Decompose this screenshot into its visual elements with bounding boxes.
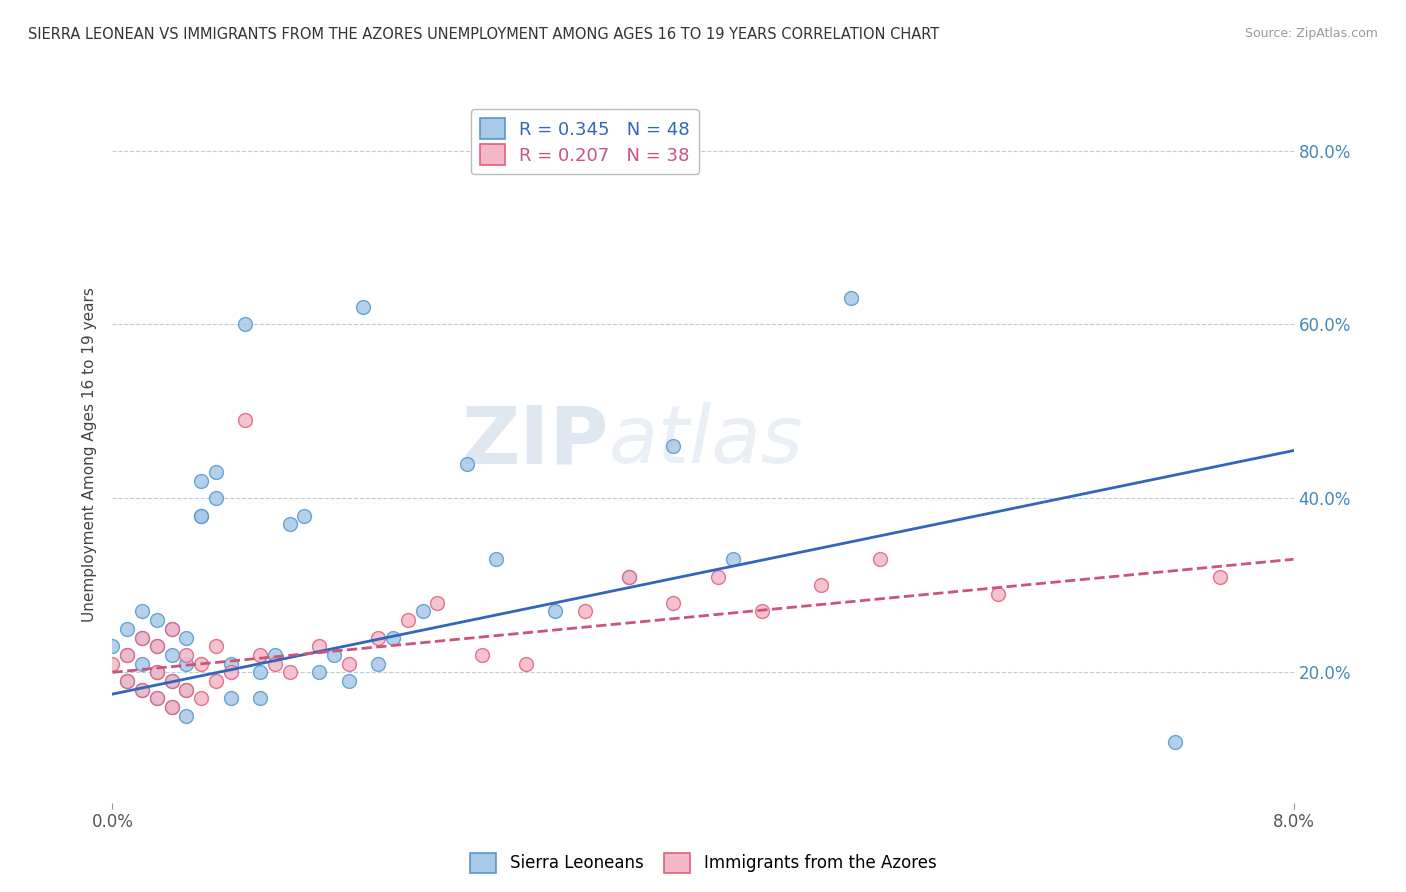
Point [869, 552, 891, 566]
Point [205, 674, 228, 689]
Point [131, 682, 153, 697]
Point [426, 596, 449, 610]
Point [205, 491, 228, 506]
Point [160, 674, 183, 689]
Point [264, 657, 287, 671]
Point [117, 648, 138, 662]
Point [160, 700, 183, 714]
Point [146, 613, 169, 627]
Point [619, 570, 641, 584]
Point [544, 605, 567, 619]
Point [131, 605, 153, 619]
Point [292, 508, 315, 523]
Point [839, 291, 862, 305]
Point [249, 665, 271, 680]
Legend: R = 0.345   N = 48, R = 0.207   N = 38: R = 0.345 N = 48, R = 0.207 N = 38 [471, 109, 699, 174]
Point [412, 605, 434, 619]
Point [367, 657, 389, 671]
Point [323, 648, 346, 662]
Point [987, 587, 1010, 601]
Point [146, 665, 169, 680]
Point [574, 605, 596, 619]
Point [205, 466, 228, 480]
Point [205, 639, 228, 653]
Point [751, 605, 773, 619]
Point [160, 622, 183, 636]
Point [278, 665, 301, 680]
Text: Source: ZipAtlas.com: Source: ZipAtlas.com [1244, 27, 1378, 40]
Point [146, 639, 169, 653]
Point [160, 700, 183, 714]
Point [160, 622, 183, 636]
Text: SIERRA LEONEAN VS IMMIGRANTS FROM THE AZORES UNEMPLOYMENT AMONG AGES 16 TO 19 YE: SIERRA LEONEAN VS IMMIGRANTS FROM THE AZ… [28, 27, 939, 42]
Point [308, 665, 330, 680]
Point [337, 674, 360, 689]
Point [117, 648, 138, 662]
Point [131, 631, 153, 645]
Point [810, 578, 832, 592]
Point [190, 474, 212, 488]
Point [174, 648, 197, 662]
Point [117, 674, 138, 689]
Point [131, 657, 153, 671]
Point [219, 665, 242, 680]
Text: ZIP: ZIP [461, 402, 609, 480]
Point [160, 648, 183, 662]
Point [382, 631, 405, 645]
Point [456, 457, 478, 471]
Point [146, 639, 169, 653]
Legend: Sierra Leoneans, Immigrants from the Azores: Sierra Leoneans, Immigrants from the Azo… [463, 847, 943, 880]
Point [471, 648, 494, 662]
Point [131, 682, 153, 697]
Point [707, 570, 730, 584]
Point [146, 691, 169, 706]
Point [308, 639, 330, 653]
Point [117, 674, 138, 689]
Point [264, 648, 287, 662]
Point [233, 318, 256, 332]
Point [337, 657, 360, 671]
Point [190, 508, 212, 523]
Point [101, 657, 124, 671]
Point [117, 622, 138, 636]
Point [190, 508, 212, 523]
Point [1164, 735, 1187, 749]
Point [278, 517, 301, 532]
Point [219, 691, 242, 706]
Y-axis label: Unemployment Among Ages 16 to 19 years: Unemployment Among Ages 16 to 19 years [82, 287, 97, 623]
Point [174, 682, 197, 697]
Point [249, 648, 271, 662]
Point [160, 674, 183, 689]
Point [721, 552, 744, 566]
Point [174, 682, 197, 697]
Point [485, 552, 508, 566]
Point [249, 691, 271, 706]
Point [190, 657, 212, 671]
Point [367, 631, 389, 645]
Point [662, 439, 685, 453]
Point [662, 596, 685, 610]
Point [174, 708, 197, 723]
Point [101, 639, 124, 653]
Point [219, 657, 242, 671]
Point [396, 613, 419, 627]
Point [233, 413, 256, 427]
Point [146, 691, 169, 706]
Point [1208, 570, 1232, 584]
Point [131, 631, 153, 645]
Point [515, 657, 537, 671]
Point [352, 300, 374, 314]
Text: atlas: atlas [609, 402, 803, 480]
Point [190, 691, 212, 706]
Point [174, 657, 197, 671]
Point [619, 570, 641, 584]
Point [146, 665, 169, 680]
Point [174, 631, 197, 645]
